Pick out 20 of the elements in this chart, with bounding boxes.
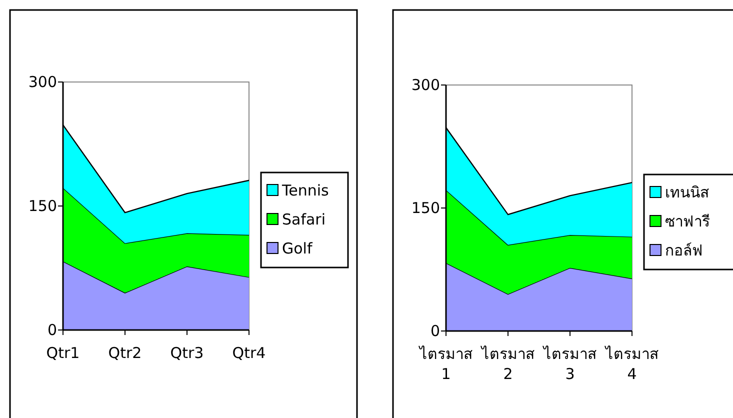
- x-tick-label: ไตรมาส 2: [480, 345, 534, 383]
- y-tick-label: 300: [28, 73, 57, 91]
- legend-label: เทนนิส: [665, 184, 709, 202]
- legend-label: Golf: [282, 240, 313, 258]
- x-tick-label: ไตรมาส 1: [418, 345, 472, 383]
- x-tick-label: Qtr4: [232, 344, 266, 362]
- x-tick-label: Qtr3: [170, 344, 204, 362]
- y-tick-label: 150: [411, 199, 440, 217]
- x-tick-label: ไตรมาส 3: [542, 345, 596, 383]
- y-tick-label: 0: [430, 322, 440, 340]
- y-tick-label: 150: [28, 197, 57, 215]
- y-tick-label: 0: [47, 321, 57, 339]
- legend-label: Tennis: [281, 182, 330, 200]
- legend-label: ซาฟารี: [665, 212, 710, 230]
- x-tick-label: Qtr2: [108, 344, 142, 362]
- legend-label: Safari: [282, 210, 326, 228]
- x-tick-label: Qtr1: [46, 344, 80, 362]
- y-tick-label: 300: [411, 76, 440, 94]
- x-tick-label: ไตรมาส 4: [604, 345, 658, 383]
- legend-label: กอล์ฟ: [665, 242, 703, 260]
